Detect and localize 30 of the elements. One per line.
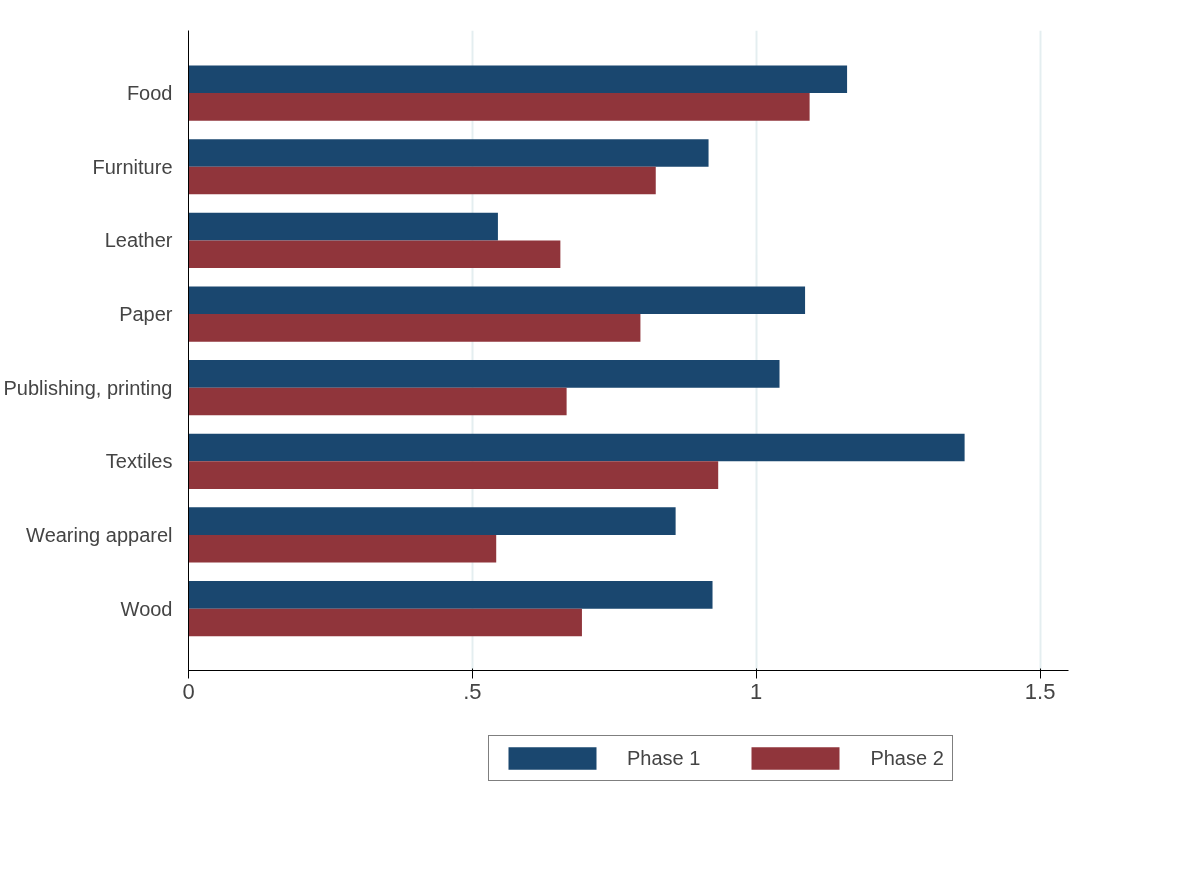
bar	[188, 387, 567, 416]
y-tick-label: Paper	[119, 303, 173, 326]
bar	[188, 139, 709, 167]
x-tick-label: 0	[182, 678, 195, 704]
y-tick-label: Furniture	[92, 155, 173, 178]
bar	[188, 534, 497, 563]
y-tick-label: Textiles	[105, 450, 173, 473]
bar	[188, 65, 848, 94]
bar	[188, 314, 641, 342]
y-tick-label: Wood	[120, 597, 173, 620]
y-tick-label: Food	[126, 82, 173, 105]
y-tick-label: Leather	[104, 229, 173, 252]
bar	[188, 608, 582, 637]
legend-label: Phase 2	[870, 746, 944, 770]
bar	[188, 93, 810, 121]
x-tick-label: .5	[463, 678, 482, 704]
x-tick-label: 1	[750, 678, 763, 704]
bar	[188, 581, 713, 609]
bar	[188, 507, 676, 535]
bar	[188, 166, 656, 195]
x-tick-label: 1.5	[1024, 678, 1056, 704]
bar	[188, 433, 965, 462]
bar	[188, 212, 498, 241]
bar	[188, 286, 806, 315]
y-tick-label: Wearing apparel	[26, 523, 173, 546]
y-tick-label: Publishing, printing	[3, 376, 173, 399]
bar	[188, 240, 561, 269]
legend-label: Phase 1	[627, 746, 701, 770]
bar	[188, 360, 780, 388]
bar	[188, 461, 719, 489]
